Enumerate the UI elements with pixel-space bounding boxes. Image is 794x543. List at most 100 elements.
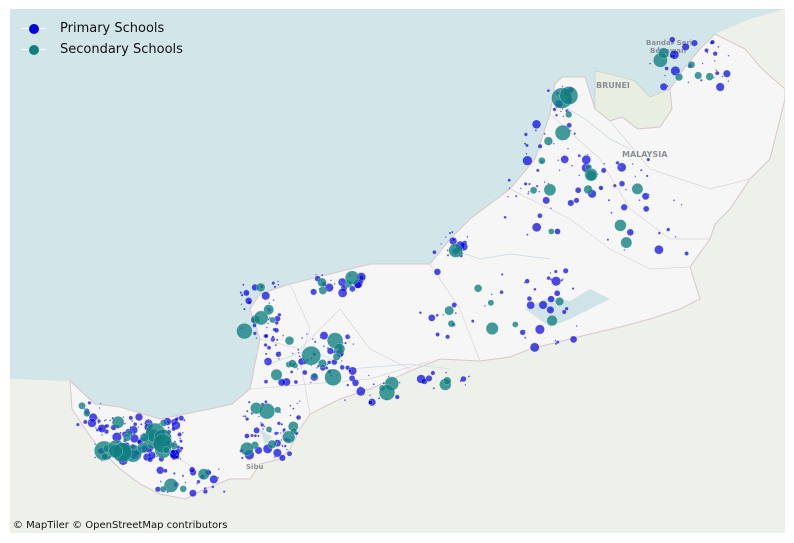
primary-school-marker — [470, 319, 475, 323]
primary-school-marker — [603, 162, 606, 165]
primary-school-marker — [292, 407, 295, 410]
primary-school-marker — [174, 416, 179, 422]
primary-school-marker — [96, 417, 99, 420]
legend: Primary Schools Secondary Schools — [22, 18, 183, 60]
primary-school-marker — [261, 427, 265, 431]
primary-school-marker — [433, 268, 442, 276]
primary-school-marker — [285, 448, 288, 451]
primary-school-marker — [179, 458, 182, 461]
primary-school-marker — [446, 249, 449, 252]
primary-school-marker — [263, 343, 268, 348]
primary-school-marker — [727, 54, 730, 57]
primary-school-marker — [618, 180, 626, 187]
secondary-school-marker — [543, 183, 557, 197]
primary-school-marker — [204, 486, 207, 490]
primary-school-marker — [372, 383, 375, 386]
primary-school-marker — [681, 43, 690, 51]
secondary-school-marker — [236, 323, 253, 340]
primary-school-marker — [274, 343, 277, 347]
secondary-school-marker — [658, 47, 670, 59]
primary-school-marker — [570, 164, 574, 167]
primary-school-marker — [277, 378, 286, 387]
primary-school-marker — [382, 381, 386, 385]
primary-school-marker — [526, 233, 529, 236]
primary-school-marker — [691, 39, 698, 47]
primary-school-marker — [701, 62, 704, 65]
primary-school-marker — [277, 312, 282, 317]
secondary-school-marker — [512, 321, 519, 328]
primary-school-marker — [275, 338, 279, 342]
primary-school-marker — [575, 186, 582, 194]
primary-school-marker — [339, 364, 345, 371]
primary-school-marker — [291, 352, 294, 355]
primary-school-marker — [297, 351, 300, 354]
primary-school-marker — [174, 423, 177, 426]
secondary-school-marker — [485, 322, 499, 335]
primary-school-marker — [523, 329, 526, 332]
primary-school-marker — [139, 422, 143, 426]
primary-school-marker — [298, 355, 301, 358]
attribution: © MapTiler © OpenStreetMap contributors — [13, 520, 228, 531]
primary-school-marker — [128, 415, 134, 421]
secondary-school-marker — [265, 426, 273, 433]
primary-school-marker — [255, 337, 258, 340]
primary-school-marker — [713, 59, 716, 62]
primary-school-marker — [302, 369, 308, 376]
primary-school-marker — [394, 394, 400, 400]
primary-school-marker — [211, 485, 215, 489]
map[interactable]: Bandar Seri Begawan BRUNEI MALAYSIA Sibu — [10, 9, 785, 533]
primary-school-marker — [552, 107, 557, 112]
primary-school-marker — [687, 81, 690, 84]
legend-item-secondary[interactable]: Secondary Schools — [22, 39, 183, 60]
secondary-school-marker — [284, 336, 295, 346]
primary-school-marker — [87, 400, 92, 405]
primary-school-marker — [257, 434, 260, 438]
primary-school-marker — [321, 273, 324, 277]
primary-school-marker — [181, 431, 184, 434]
primary-school-marker — [282, 334, 285, 337]
primary-school-marker — [445, 334, 450, 340]
primary-school-marker — [641, 192, 650, 201]
primary-school-marker — [271, 338, 274, 341]
secondary-school-marker — [378, 384, 396, 401]
primary-school-marker — [351, 379, 360, 387]
primary-school-marker — [377, 397, 381, 400]
primary-school-marker — [561, 85, 564, 88]
primary-school-marker — [264, 400, 268, 404]
primary-school-marker — [133, 433, 136, 436]
primary-school-marker — [167, 426, 170, 429]
primary-school-marker — [83, 419, 88, 425]
primary-school-marker — [560, 279, 564, 282]
primary-school-marker — [543, 132, 546, 136]
primary-school-marker — [339, 292, 342, 295]
primary-school-marker — [430, 370, 436, 376]
primary-school-marker — [659, 82, 668, 91]
primary-school-marker — [94, 426, 97, 429]
neighbouring-land — [10, 69, 785, 533]
primary-school-marker — [189, 489, 197, 498]
primary-school-marker — [264, 333, 269, 339]
primary-school-marker — [669, 36, 676, 43]
secondary-school-marker — [675, 73, 684, 82]
primary-school-marker — [566, 122, 572, 129]
primary-school-marker — [316, 366, 319, 369]
primary-school-marker — [562, 267, 569, 274]
primary-school-marker — [132, 422, 138, 427]
primary-school-marker — [680, 203, 683, 206]
primary-school-marker — [296, 414, 302, 421]
secondary-school-marker — [345, 270, 360, 285]
primary-school-marker — [282, 427, 286, 432]
primary-school-marker — [352, 343, 355, 346]
secondary-school-marker — [705, 72, 714, 81]
primary-school-marker — [271, 281, 276, 285]
legend-item-primary[interactable]: Primary Schools — [22, 18, 183, 39]
primary-school-marker — [179, 439, 183, 443]
primary-school-marker — [178, 415, 185, 421]
primary-school-marker — [273, 285, 277, 289]
label-brunei: BRUNEI — [596, 81, 630, 90]
primary-school-marker — [551, 276, 561, 287]
primary-school-marker — [337, 288, 348, 298]
primary-school-marker — [523, 132, 528, 137]
primary-school-marker — [464, 383, 467, 386]
secondary-school-marker — [179, 485, 187, 493]
